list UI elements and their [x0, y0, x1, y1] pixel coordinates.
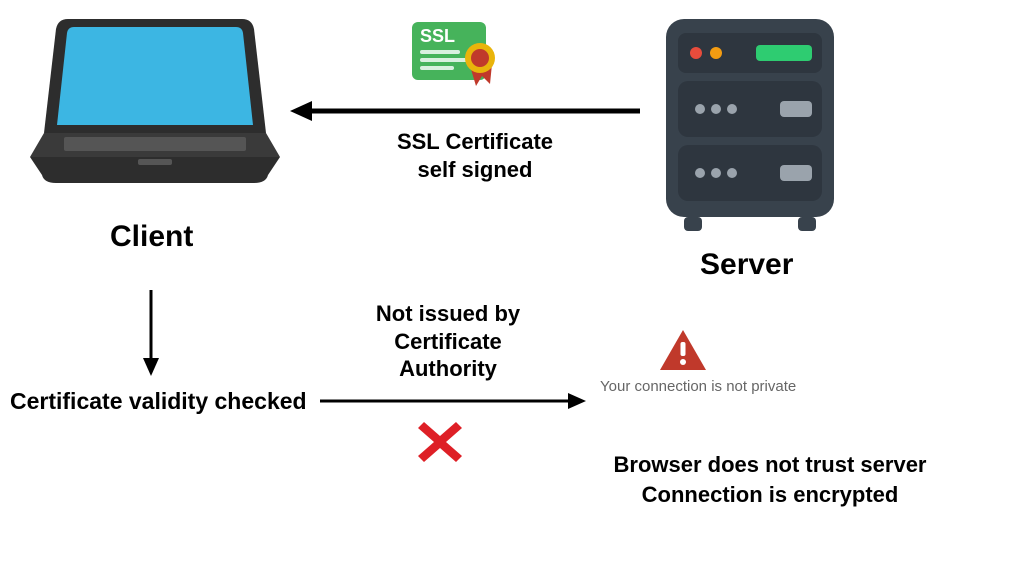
warning-icon [660, 330, 706, 370]
arrow-mid-label: Not issued by Certificate Authority [358, 300, 538, 383]
arrow-top-label-2: self signed [380, 156, 570, 184]
warning-text: Your connection is not private [600, 378, 796, 395]
arrow-top-label-1: SSL Certificate [380, 128, 570, 156]
validity-check-label: Certificate validity checked [10, 388, 307, 415]
ssl-text: SSL [420, 26, 455, 46]
result-label: Browser does not trust server Connection… [580, 450, 960, 509]
client-label: Client [110, 220, 193, 254]
arrow-server-to-client [290, 98, 650, 124]
arrow-client-down [140, 288, 162, 378]
laptop-icon [30, 15, 280, 195]
arrow-validity-to-warning [318, 390, 588, 412]
client-laptop [30, 15, 280, 195]
cross-icon [418, 420, 462, 464]
ssl-cert-icon: SSL [410, 20, 500, 90]
arrow-mid-label-2: Certificate [358, 328, 538, 356]
result-line-1: Browser does not trust server [580, 450, 960, 480]
result-line-2: Connection is encrypted [580, 480, 960, 510]
arrow-top-label: SSL Certificate self signed [380, 128, 570, 183]
server-icon [660, 15, 840, 235]
server-label: Server [700, 248, 793, 282]
arrow-mid-label-3: Authority [358, 355, 538, 383]
arrow-mid-label-1: Not issued by [358, 300, 538, 328]
server-tower [660, 15, 840, 235]
